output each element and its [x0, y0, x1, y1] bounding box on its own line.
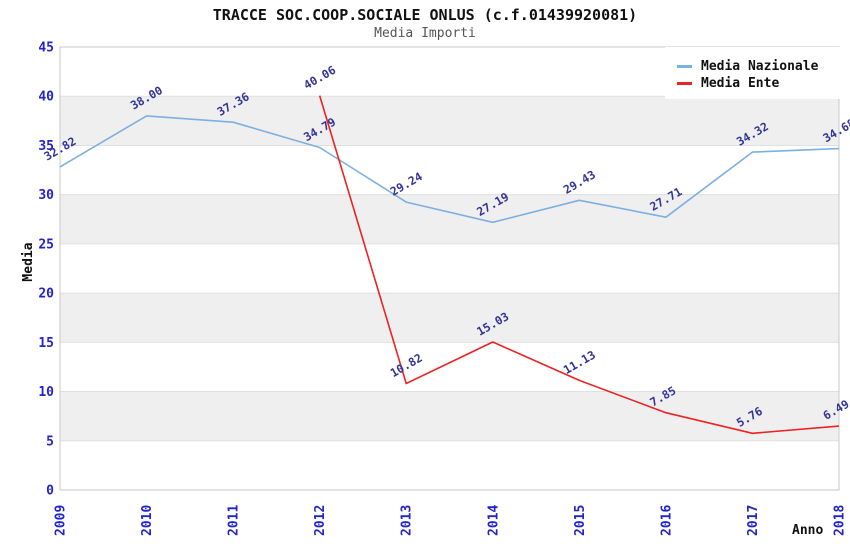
plot-band — [60, 194, 839, 244]
x-tick-label: 2015 — [573, 505, 588, 536]
y-tick-label: 25 — [38, 237, 54, 252]
chart-title: TRACCE SOC.COOP.SOCIALE ONLUS (c.f.01439… — [212, 6, 638, 24]
x-tick-label: 2012 — [313, 505, 328, 536]
x-tick-label: 2016 — [659, 505, 674, 536]
media-nazionale-line-swatch — [677, 65, 692, 68]
media-ente-line — [318, 95, 840, 435]
legend-item-media-ente: Media Ente — [665, 75, 845, 92]
plot-band — [60, 440, 839, 490]
x-tick-label: 2018 — [833, 505, 848, 536]
plot-border — [59, 46, 840, 491]
y-tick-label: 10 — [38, 385, 54, 400]
media-ente-line-swatch — [677, 82, 692, 85]
plot-band — [60, 145, 839, 195]
x-tick-label: 2017 — [746, 505, 761, 536]
plot-band — [60, 391, 839, 441]
x-tick-label: 2011 — [227, 505, 242, 536]
y-tick-label: 20 — [38, 287, 54, 302]
y-tick-label: 30 — [38, 188, 54, 203]
y-tick-label: 0 — [46, 484, 54, 499]
chart-subtitle: Media Importi — [374, 26, 476, 41]
y-axis-title: Media — [21, 242, 36, 281]
x-tick-label: 2010 — [140, 505, 155, 536]
plot-band — [60, 243, 839, 294]
x-tick-label: 2009 — [54, 505, 69, 536]
y-tick-label: 15 — [38, 336, 54, 351]
legend-label-media-nazionale: Media Nazionale — [701, 59, 819, 74]
plot-band — [60, 293, 839, 343]
media-nazionale-line — [59, 115, 840, 224]
plot-band — [60, 96, 839, 146]
x-axis-title: Anno — [792, 523, 823, 538]
x-tick-label: 2013 — [400, 505, 415, 536]
x-tick-label: 2014 — [486, 505, 501, 536]
y-tick-label: 5 — [46, 434, 54, 449]
y-tick-label: 40 — [38, 90, 54, 105]
y-tick-label: 35 — [38, 139, 54, 154]
plot-band — [60, 342, 839, 392]
legend: Media Nazionale Media Ente — [665, 47, 845, 99]
legend-item-media-nazionale: Media Nazionale — [665, 58, 845, 75]
y-tick-label: 45 — [38, 41, 54, 56]
legend-label-media-ente: Media Ente — [701, 76, 780, 91]
